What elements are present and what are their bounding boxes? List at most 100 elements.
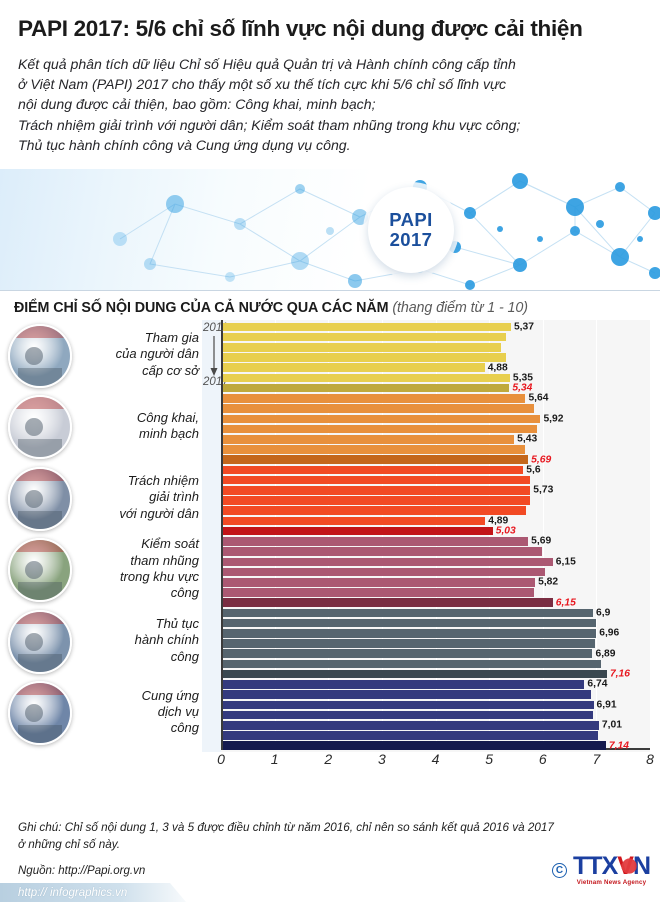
bar-row[interactable]: 5,03 [223, 525, 653, 536]
category-label-line: tham nhũng [130, 552, 199, 568]
bar-2017[interactable] [223, 383, 510, 393]
bar-row[interactable]: 6,9 [223, 607, 653, 618]
bar-2015[interactable] [223, 363, 485, 372]
bar-row[interactable]: 5,69 [223, 454, 653, 465]
bar-row[interactable]: 5,69 [223, 536, 653, 547]
bar-row[interactable] [223, 659, 653, 669]
papi-badge: PAPI 2017 [368, 186, 454, 273]
bar-2016[interactable] [223, 516, 486, 526]
bar-2017[interactable] [223, 455, 529, 464]
bar-row[interactable]: 6,74 [223, 679, 653, 690]
bar-2017[interactable] [223, 598, 553, 607]
bar-2013[interactable] [223, 700, 594, 710]
bar-row[interactable] [223, 332, 653, 342]
bar-row[interactable]: 4,88 [223, 362, 653, 373]
bar-2016[interactable] [223, 445, 525, 454]
bar-row[interactable]: 5,64 [223, 393, 653, 404]
bar-row[interactable]: 7,14 [223, 740, 653, 751]
bar-2015[interactable] [223, 506, 526, 515]
bar-value-label: 6,15 [555, 556, 576, 568]
bar-row[interactable] [223, 404, 653, 413]
bar-row[interactable]: 5,6 [223, 464, 653, 475]
bar-row[interactable] [223, 506, 653, 515]
bar-2013[interactable] [223, 557, 553, 567]
footer: Ghi chú: Chỉ số nội dung 1, 3 và 5 được … [0, 820, 660, 902]
bar-2015[interactable] [223, 720, 599, 730]
bar-2011[interactable] [223, 322, 511, 332]
bar-2014[interactable] [223, 353, 507, 362]
category-label-line: công [170, 648, 199, 664]
bar-row[interactable]: 4,89 [223, 515, 653, 526]
bar-2015[interactable] [223, 649, 593, 658]
ttxvn-logo: TTXVN Vietnam News Agency [573, 854, 651, 886]
bar-2017[interactable] [223, 669, 607, 679]
bar-row[interactable]: 6,96 [223, 628, 653, 639]
bar-row[interactable] [223, 731, 653, 740]
bar-2011[interactable] [223, 608, 593, 618]
bar-row[interactable]: 5,92 [223, 413, 653, 424]
bar-2012[interactable] [223, 690, 591, 699]
bar-2016[interactable] [223, 588, 535, 597]
bar-row[interactable] [223, 353, 653, 362]
bar-2014[interactable] [223, 639, 595, 648]
bar-row[interactable]: 5,35 [223, 372, 653, 383]
bar-row[interactable] [223, 639, 653, 648]
bar-row[interactable]: 6,89 [223, 648, 653, 659]
bar-2014[interactable] [223, 424, 537, 434]
category-label-line: Trách nhiệm [127, 473, 199, 489]
bar-row[interactable]: 7,01 [223, 719, 653, 731]
source-label[interactable]: Nguồn: http://Papi.org.vn [18, 865, 146, 878]
bar-2015[interactable] [223, 434, 515, 444]
bar-row[interactable]: 6,15 [223, 596, 653, 608]
decorative-network-banner: PAPI 2017 [0, 168, 660, 291]
bar-2012[interactable] [223, 618, 597, 628]
category-label: Thủ tục hành chính công [74, 616, 199, 665]
bar-row[interactable]: 7,16 [223, 668, 653, 680]
bar-2017[interactable] [223, 741, 606, 750]
bar-row[interactable] [223, 445, 653, 454]
bar-row[interactable]: 5,34 [223, 382, 653, 393]
bar-value-label: 7,01 [601, 719, 622, 731]
bar-row[interactable]: 5,82 [223, 576, 653, 587]
bar-row[interactable] [223, 690, 653, 699]
bar-2016[interactable] [223, 659, 601, 669]
bar-row[interactable]: 5,37 [223, 321, 653, 332]
bar-row[interactable]: 6,15 [223, 556, 653, 568]
bar-value-label: 6,15 [555, 596, 576, 608]
bar-2016[interactable] [223, 373, 510, 383]
bar-row[interactable] [223, 547, 653, 556]
bar-row[interactable] [223, 475, 653, 485]
bar-2013[interactable] [223, 414, 541, 424]
bar-row[interactable] [223, 567, 653, 577]
bar-row[interactable] [223, 588, 653, 597]
bar-row[interactable]: 5,43 [223, 433, 653, 444]
bar-2011[interactable] [223, 394, 526, 403]
bar-row[interactable]: 6,91 [223, 699, 653, 710]
bar-row[interactable] [223, 710, 653, 720]
bar-2014[interactable] [223, 710, 593, 720]
bar-2012[interactable] [223, 475, 531, 485]
bar-2013[interactable] [223, 486, 531, 495]
bar-2013[interactable] [223, 629, 597, 638]
bar-2011[interactable] [223, 680, 585, 689]
site-url-tab[interactable]: http:// infographics.vn [0, 883, 186, 902]
bar-2015[interactable] [223, 577, 536, 587]
bar-row[interactable] [223, 343, 653, 352]
bar-2012[interactable] [223, 404, 535, 413]
bar-2016[interactable] [223, 731, 599, 740]
bar-2012[interactable] [223, 332, 507, 342]
bar-2017[interactable] [223, 526, 493, 536]
bar-row[interactable] [223, 496, 653, 505]
agency-logo: C TTXVN Vietnam News Agency [552, 854, 651, 886]
bar-2012[interactable] [223, 547, 543, 556]
bar-row[interactable] [223, 618, 653, 628]
bar-2011[interactable] [223, 537, 529, 546]
bar-2013[interactable] [223, 343, 501, 352]
bar-row[interactable]: 5,73 [223, 485, 653, 496]
bar-value-label: 7,16 [609, 668, 630, 680]
bar-2014[interactable] [223, 496, 531, 505]
category-label-line: công [170, 720, 199, 736]
bar-row[interactable] [223, 424, 653, 434]
bar-2011[interactable] [223, 465, 524, 475]
bar-2014[interactable] [223, 567, 545, 577]
